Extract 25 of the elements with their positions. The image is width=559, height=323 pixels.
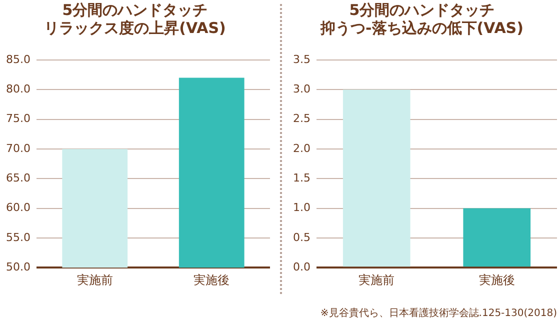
y-tick-label: 2.0 (292, 142, 310, 155)
y-tick-label: 75.0 (6, 112, 30, 126)
chart-title: 5分間のハンドタッチ (349, 0, 495, 19)
x-tick-label: 実施前 (76, 272, 113, 287)
y-tick-label: 0.5 (292, 230, 310, 244)
y-tick-label: 3.5 (292, 52, 310, 66)
y-tick-label: 70.0 (6, 142, 30, 155)
y-tick-label: 3.0 (292, 82, 310, 96)
y-tick-label: 2.5 (292, 112, 310, 126)
x-tick-label: 実施後 (478, 272, 515, 287)
chart-title: 5分間のハンドタッチ (62, 0, 208, 19)
y-tick-label: 85.0 (6, 52, 30, 66)
x-tick-label: 実施前 (358, 272, 395, 287)
text: ※見谷貴代ら、日本看護技術学会誌.125-130(2018) (320, 306, 557, 320)
y-tick-label: 1.0 (292, 201, 310, 214)
y-tick-label: 65.0 (6, 171, 30, 184)
y-tick-label: 60.0 (6, 201, 30, 214)
x-tick-label: 実施後 (194, 272, 230, 287)
y-tick-label: 1.5 (292, 171, 310, 184)
y-tick-label: 0.0 (292, 260, 310, 274)
y-tick-label: 55.0 (6, 230, 30, 244)
y-tick-label: 80.0 (6, 82, 30, 96)
chart-subtitle: リラックス度の上昇(VAS) (44, 18, 226, 37)
y-tick-label: 50.0 (6, 260, 30, 274)
chart-subtitle: 抑うつ-落ち込みの低下(VAS) (320, 18, 524, 37)
